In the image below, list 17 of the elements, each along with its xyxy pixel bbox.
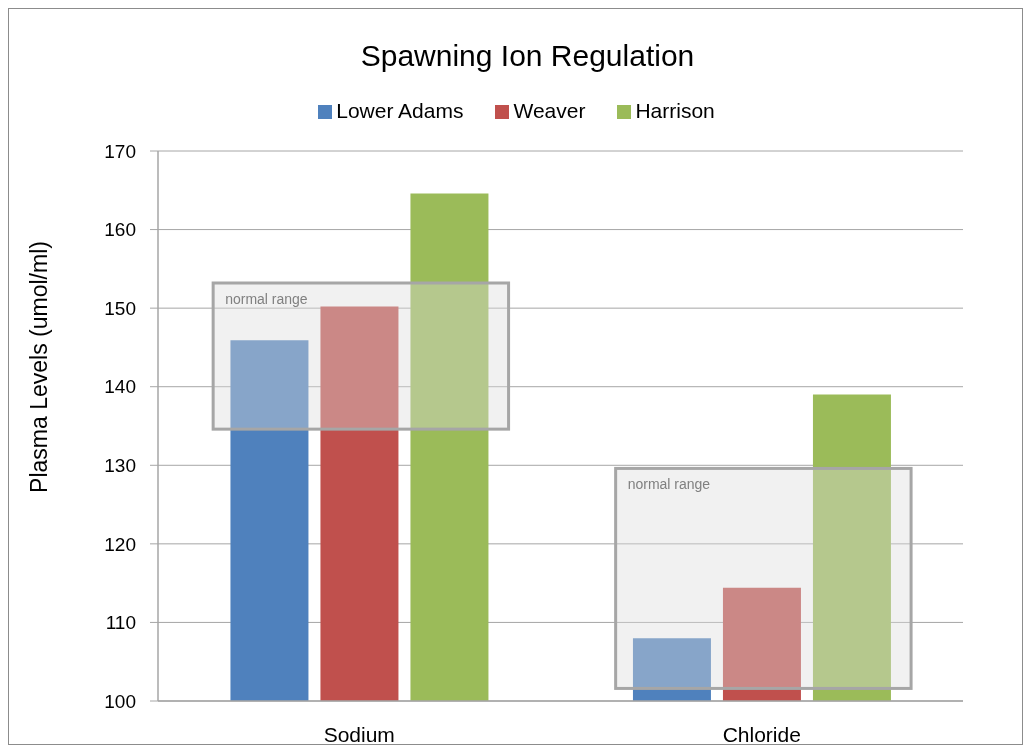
y-tick-label: 130 bbox=[104, 455, 136, 477]
chart-title: Spawning Ion Regulation bbox=[359, 38, 696, 74]
y-tick-label: 110 bbox=[105, 612, 136, 634]
x-tick-label: Sodium bbox=[323, 722, 395, 746]
legend-label: Weaver bbox=[513, 99, 586, 122]
legend-label: Harrison bbox=[635, 99, 715, 122]
y-tick-label: 100 bbox=[104, 690, 136, 712]
y-tick-label: 170 bbox=[104, 140, 136, 162]
y-axis-title: Plasma Levels (umol/ml) bbox=[26, 241, 52, 493]
y-tick-label: 160 bbox=[104, 219, 136, 241]
legend-label: Lower Adams bbox=[336, 99, 464, 122]
y-tick-label: 120 bbox=[104, 533, 136, 555]
y-tick-label: 150 bbox=[104, 297, 136, 319]
x-tick-label: Chloride bbox=[722, 722, 801, 746]
y-tick-label: 140 bbox=[104, 376, 136, 398]
band-label: normal range bbox=[627, 476, 711, 493]
band-label: normal range bbox=[225, 291, 308, 307]
